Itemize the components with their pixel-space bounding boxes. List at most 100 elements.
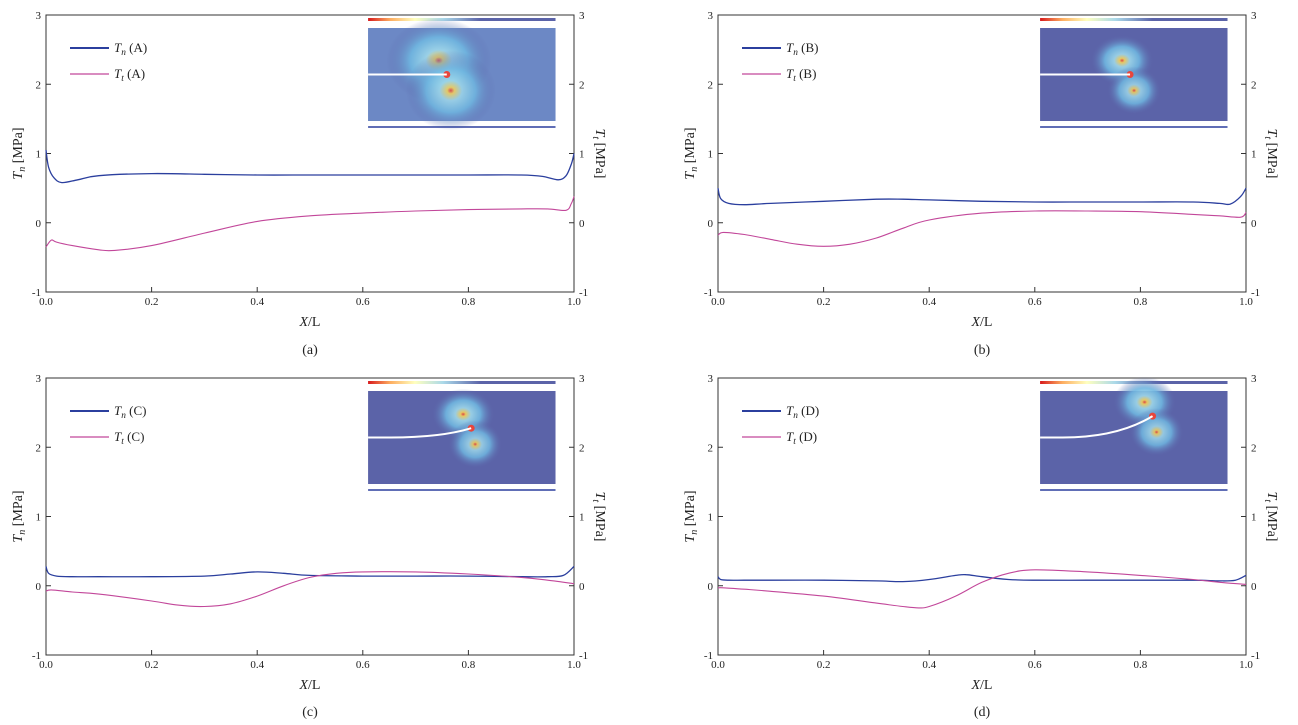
legend-label: Tt (D) xyxy=(786,429,817,447)
y-tick-label-left: 3 xyxy=(36,10,42,22)
panel-d: 0.0 0.2 0.4 0.6 0.8 1.0-1 -10 01 12 23 3X/LTn [MPa… xyxy=(683,373,1279,720)
y-tick-label-right: -1 xyxy=(579,650,588,662)
y-tick-label-right: 0 xyxy=(1251,218,1257,230)
x-tick-label: 0.2 xyxy=(145,296,159,308)
y-tick-label-right: 0 xyxy=(1251,581,1257,593)
stress-lobe-lower xyxy=(405,50,496,131)
y-tick-label-right: 0 xyxy=(579,218,585,230)
y-tick-label-left: 2 xyxy=(36,442,42,454)
fe-contour-inset xyxy=(368,18,556,131)
series-line-normal xyxy=(45,565,575,578)
y-tick-label-left: 1 xyxy=(36,149,42,161)
series-line-tangential xyxy=(45,196,575,252)
legend: Tn (D) Tt (D) xyxy=(742,403,819,447)
y-tick-label-right: 2 xyxy=(579,79,585,91)
legend-label: Tn (D) xyxy=(786,403,819,421)
panel-a: 0.0 0.2 0.4 0.6 0.8 1.0-1 -10 01 12 23 3X/LTn [MPa… xyxy=(11,10,607,358)
y-axis-title-right: Tt [MPa] xyxy=(1262,492,1279,542)
panel-caption: (d) xyxy=(974,705,991,720)
y-tick-label-left: 0 xyxy=(708,581,714,593)
legend-label: Tt (B) xyxy=(786,66,816,84)
x-axis-title: X/L xyxy=(970,315,992,330)
series-line-tangential xyxy=(717,210,1247,247)
y-tick-label-right: 2 xyxy=(1251,79,1257,91)
fe-contour-inset xyxy=(1040,18,1228,128)
y-tick-label-left: -1 xyxy=(32,650,41,662)
x-tick-label: 0.2 xyxy=(817,296,831,308)
x-tick-label: 0.4 xyxy=(250,296,264,308)
y-tick-label-left: 3 xyxy=(708,10,714,22)
stress-lobe-lower xyxy=(1129,408,1184,457)
y-tick-label-left: 1 xyxy=(708,512,714,524)
x-tick-label: 1.0 xyxy=(567,659,581,671)
y-tick-label-right: 3 xyxy=(579,373,585,385)
crack-path xyxy=(368,427,472,439)
legend: Tn (C) Tt (C) xyxy=(70,403,147,447)
x-tick-label: 0.8 xyxy=(462,659,476,671)
y-tick-label-left: 0 xyxy=(708,218,714,230)
y-tick-label-right: 1 xyxy=(579,149,585,161)
x-tick-label: 0.0 xyxy=(711,296,725,308)
x-axis-title: X/L xyxy=(970,678,992,693)
y-tick-label-right: 3 xyxy=(579,10,585,22)
x-tick-label: 0.2 xyxy=(817,659,831,671)
fe-contour-inset xyxy=(368,381,556,491)
y-tick-label-left: 2 xyxy=(36,79,42,91)
stress-lobe-lower xyxy=(1107,66,1162,115)
x-tick-label: 0.6 xyxy=(1028,296,1042,308)
stress-lobe-lower xyxy=(448,420,503,469)
y-axis-title-left: Tn [MPa] xyxy=(683,490,700,542)
y-tick-label-right: -1 xyxy=(1251,287,1260,299)
x-tick-label: 0.0 xyxy=(711,659,725,671)
y-tick-label-left: -1 xyxy=(704,287,713,299)
x-axis-title: X/L xyxy=(298,315,320,330)
x-tick-label: 1.0 xyxy=(1239,296,1253,308)
x-tick-label: 1.0 xyxy=(1239,659,1253,671)
y-tick-label-right: 0 xyxy=(579,581,585,593)
y-tick-label-right: 2 xyxy=(1251,442,1257,454)
x-tick-label: 0.0 xyxy=(39,659,53,671)
y-tick-label-right: 3 xyxy=(1251,10,1257,22)
y-axis-title-right: Tt [MPa] xyxy=(590,129,607,179)
y-tick-label-left: 3 xyxy=(708,373,714,385)
y-tick-label-left: -1 xyxy=(32,287,41,299)
y-tick-label-right: 1 xyxy=(1251,149,1257,161)
y-tick-label-right: -1 xyxy=(579,287,588,299)
y-tick-label-right: 2 xyxy=(579,442,585,454)
y-axis-title-right: Tt [MPa] xyxy=(590,492,607,542)
y-tick-label-left: -1 xyxy=(704,650,713,662)
y-tick-label-left: 2 xyxy=(708,79,714,91)
y-tick-label-left: 1 xyxy=(708,149,714,161)
x-tick-label: 0.4 xyxy=(922,296,936,308)
series-line-normal xyxy=(717,187,1247,206)
y-tick-label-right: 1 xyxy=(579,512,585,524)
legend-label: Tt (C) xyxy=(114,429,144,447)
x-tick-label: 0.4 xyxy=(250,659,264,671)
x-tick-label: 0.8 xyxy=(462,296,476,308)
panel-caption: (a) xyxy=(302,343,318,358)
legend-label: Tt (A) xyxy=(114,66,145,84)
x-tick-label: 0.6 xyxy=(356,659,370,671)
x-axis-title: X/L xyxy=(298,678,320,693)
fe-contour-inset xyxy=(1040,376,1228,491)
x-tick-label: 0.2 xyxy=(145,659,159,671)
y-tick-label-left: 3 xyxy=(36,373,42,385)
y-tick-label-right: -1 xyxy=(1251,650,1260,662)
y-axis-title-left: Tn [MPa] xyxy=(11,127,28,179)
crack-path xyxy=(1040,415,1154,439)
panel-caption: (b) xyxy=(974,343,991,358)
legend-label: Tn (B) xyxy=(786,40,819,58)
legend-label: Tn (A) xyxy=(114,40,147,58)
y-tick-label-right: 1 xyxy=(1251,512,1257,524)
y-tick-label-left: 0 xyxy=(36,218,42,230)
inset-colorbar xyxy=(368,18,556,21)
x-tick-label: 0.8 xyxy=(1134,659,1148,671)
x-tick-label: 0.6 xyxy=(356,296,370,308)
series-line-tangential xyxy=(45,571,575,608)
inset-colorbar xyxy=(368,381,556,384)
x-tick-label: 0.4 xyxy=(922,659,936,671)
panel-b: 0.0 0.2 0.4 0.6 0.8 1.0-1 -10 01 12 23 3X/LTn [MPa… xyxy=(683,10,1279,358)
series-line-normal xyxy=(45,149,575,184)
panel-caption: (c) xyxy=(302,705,318,720)
